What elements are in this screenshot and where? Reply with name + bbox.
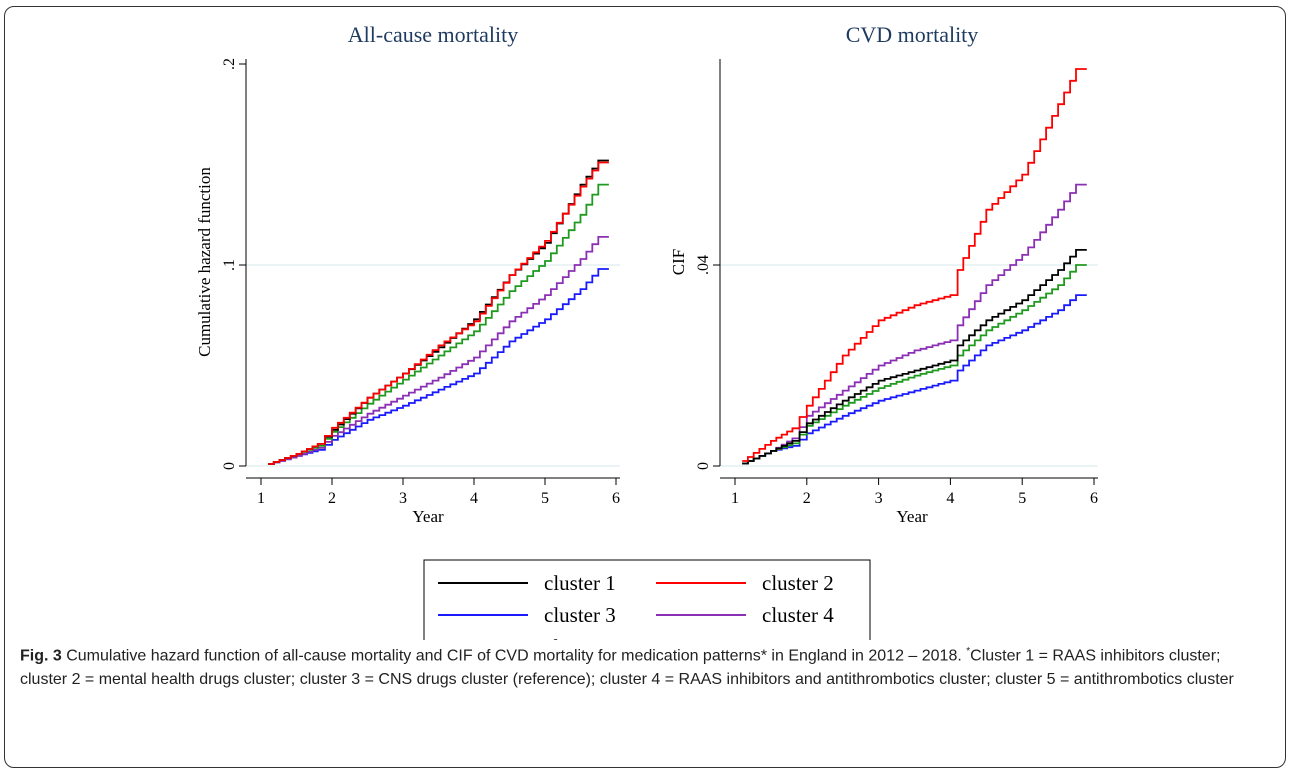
x-tick-label: 3 xyxy=(399,490,407,507)
x-tick-label: 2 xyxy=(328,490,336,507)
panel-all-cause: All-cause mortality 1 2 3 4 5 6 0 .1 .2 Year Cu… xyxy=(195,22,620,526)
panel1-title: All-cause mortality xyxy=(348,22,518,47)
legend-label-cluster-3: cluster 3 xyxy=(544,603,616,627)
series-line-cluster-1 xyxy=(742,249,1087,465)
legend-box xyxy=(423,559,871,640)
panel2-xlabel: Year xyxy=(896,507,928,526)
caption-star: * xyxy=(966,646,971,657)
y-tick-label: 0 xyxy=(221,462,238,470)
series-line-cluster-3 xyxy=(268,268,609,465)
x-tick-label: 6 xyxy=(612,490,620,507)
x-tick-label: 4 xyxy=(470,490,478,507)
x-tick-label: 6 xyxy=(1090,490,1098,507)
series-line-cluster-5 xyxy=(268,183,609,465)
figure-frame xyxy=(4,6,1286,768)
legend-label-cluster-5: cluster 5 xyxy=(544,635,616,640)
y-tick-label: .1 xyxy=(221,259,238,271)
x-tick-label: 5 xyxy=(541,490,549,507)
caption-label: Fig. 3 xyxy=(20,647,62,665)
panel2-ylabel: CIF xyxy=(669,249,688,275)
y-tick-label: 0 xyxy=(695,462,712,470)
series-line-cluster-1 xyxy=(268,159,609,465)
x-tick-label: 2 xyxy=(803,490,811,507)
legend: cluster 1 cluster 2 cluster 3 cluster 4 clus… xyxy=(423,559,871,640)
panel-cvd: CVD mortality 1 2 3 4 5 6 0 .04 Year CIF xyxy=(669,22,1098,526)
series-line-cluster-3 xyxy=(742,294,1087,465)
x-tick-label: 1 xyxy=(257,490,265,507)
series-line-cluster-4 xyxy=(268,236,609,465)
series-line-cluster-2 xyxy=(742,68,1087,462)
figure-caption: Fig. 3 Cumulative hazard function of all… xyxy=(20,640,1270,692)
x-tick-label: 3 xyxy=(875,490,883,507)
caption-text-1: Cumulative hazard function of all-cause … xyxy=(61,647,967,665)
legend-label-cluster-1: cluster 1 xyxy=(544,571,616,595)
panel2-title: CVD mortality xyxy=(846,22,979,47)
figure-canvas: All-cause mortality 1 2 3 4 5 6 0 .1 .2 Year Cu… xyxy=(195,22,1098,640)
x-tick-label: 5 xyxy=(1018,490,1026,507)
x-tick-label: 1 xyxy=(731,490,739,507)
legend-label-cluster-2: cluster 2 xyxy=(762,571,834,595)
y-tick-label: .2 xyxy=(221,58,238,70)
x-tick-label: 4 xyxy=(946,490,954,507)
panel1-ylabel: Cumulative hazard function xyxy=(195,167,214,357)
panel1-xlabel: Year xyxy=(412,507,444,526)
caption-text-2: Cluster 1 = RAAS inhibitors cluster; clu… xyxy=(20,647,1234,689)
legend-label-cluster-4: cluster 4 xyxy=(762,603,834,627)
series-line-cluster-5 xyxy=(742,264,1087,465)
y-tick-label: .04 xyxy=(695,255,712,275)
series-line-cluster-2 xyxy=(268,161,609,465)
